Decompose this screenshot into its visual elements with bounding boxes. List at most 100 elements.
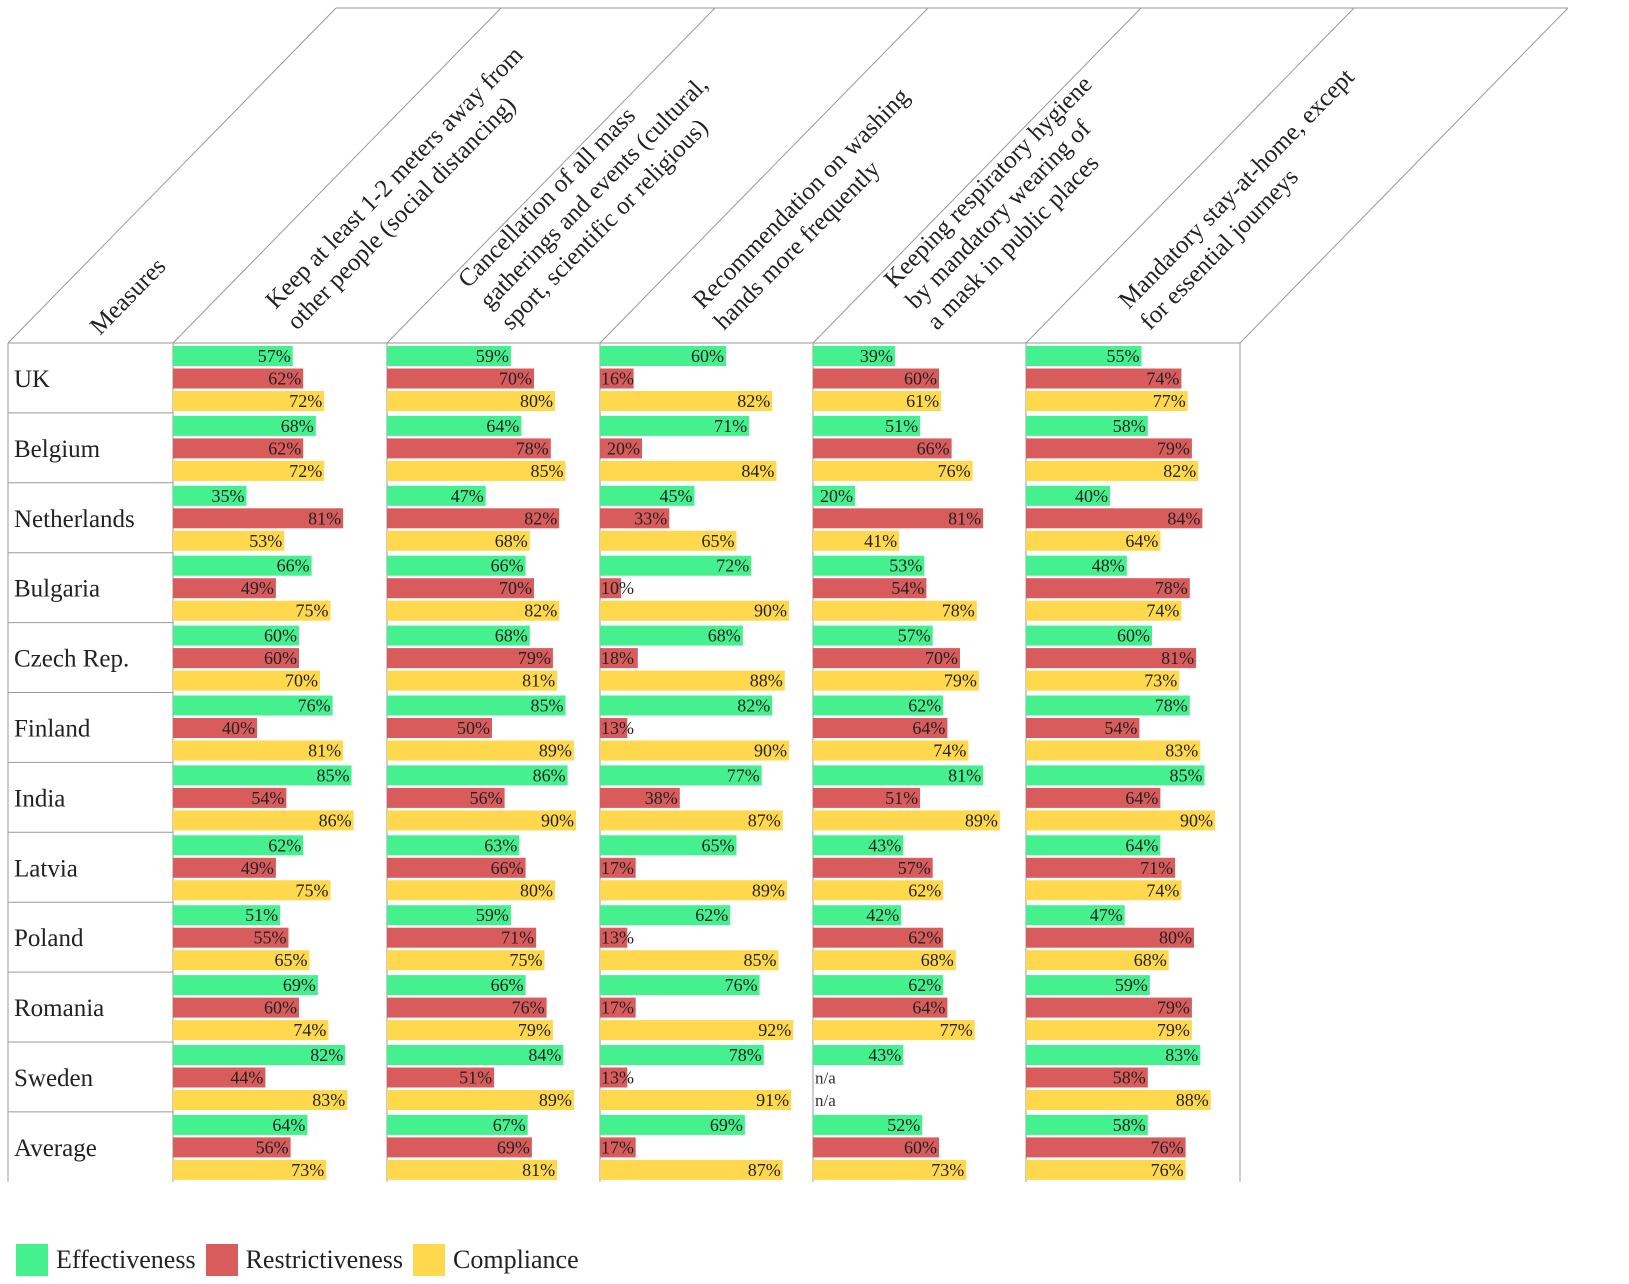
bar-effectiveness-czech-rep-measure-4 <box>813 625 933 646</box>
bar-restrictiveness-poland-measure-5 <box>1026 927 1194 948</box>
bar-effectiveness-india-measure-5-value-label: 85% <box>1170 765 1203 785</box>
bar-restrictiveness-sweden-measure-1-value-label: 44% <box>230 1068 263 1088</box>
bar-restrictiveness-finland-measure-3-value-label: 13% <box>601 718 634 738</box>
bar-compliance-poland-measure-5 <box>1026 950 1169 971</box>
bar-effectiveness-netherlands-measure-4 <box>813 485 855 506</box>
bar-effectiveness-romania-measure-5-value-label: 59% <box>1115 975 1148 995</box>
header-divider-5 <box>1025 7 1355 344</box>
bar-compliance-poland-measure-4-value-label: 68% <box>921 950 954 970</box>
country-label-bulgaria: Bulgaria <box>14 576 100 603</box>
bar-restrictiveness-czech-rep-measure-4 <box>813 648 960 669</box>
bar-compliance-finland-measure-3 <box>600 740 789 761</box>
header-divider-0 <box>7 7 337 344</box>
bar-compliance-uk-measure-5 <box>1026 391 1188 411</box>
bar-restrictiveness-india-measure-5-value-label: 64% <box>1125 788 1158 808</box>
country-label-uk: UK <box>14 366 50 393</box>
country-label-netherlands: Netherlands <box>14 506 135 533</box>
bar-compliance-bulgaria-measure-2 <box>387 600 560 621</box>
bar-restrictiveness-sweden-measure-2 <box>387 1067 495 1088</box>
bar-restrictiveness-india-measure-2 <box>387 787 505 808</box>
bar-restrictiveness-netherlands-measure-1-value-label: 81% <box>308 508 341 528</box>
bar-compliance-india-measure-2-value-label: 90% <box>541 810 574 830</box>
bar-restrictiveness-czech-rep-measure-3-value-label: 18% <box>601 648 634 668</box>
bar-compliance-bulgaria-measure-1 <box>173 600 331 621</box>
bar-compliance-india-measure-4 <box>813 810 1000 831</box>
bar-restrictiveness-average-measure-3 <box>600 1137 636 1158</box>
bar-effectiveness-finland-measure-3 <box>600 695 773 716</box>
bar-compliance-finland-measure-5 <box>1026 740 1201 761</box>
bar-effectiveness-bulgaria-measure-1-value-label: 66% <box>277 556 310 576</box>
bar-effectiveness-india-measure-5 <box>1026 765 1205 786</box>
bar-effectiveness-uk-measure-4 <box>813 346 895 366</box>
bar-compliance-india-measure-5-value-label: 90% <box>1180 810 1213 830</box>
bar-compliance-poland-measure-4 <box>813 950 956 971</box>
bar-restrictiveness-average-measure-1 <box>173 1137 291 1158</box>
bar-restrictiveness-czech-rep-measure-5 <box>1026 648 1197 669</box>
bar-effectiveness-uk-measure-3-value-label: 60% <box>691 346 724 366</box>
bar-compliance-bulgaria-measure-1-value-label: 75% <box>296 601 329 621</box>
bar-effectiveness-sweden-measure-5-value-label: 83% <box>1165 1045 1198 1065</box>
bar-compliance-bulgaria-measure-5-value-label: 74% <box>1146 601 1179 621</box>
bar-compliance-belgium-measure-2-value-label: 85% <box>531 461 564 481</box>
bar-effectiveness-latvia-measure-4-value-label: 43% <box>868 835 901 855</box>
bar-compliance-czech-rep-measure-5-value-label: 73% <box>1144 671 1177 691</box>
bar-compliance-belgium-measure-2 <box>387 460 566 481</box>
bar-compliance-finland-measure-5-value-label: 83% <box>1165 741 1198 761</box>
bar-restrictiveness-latvia-measure-1 <box>173 857 276 878</box>
bar-restrictiveness-finland-measure-5 <box>1026 718 1140 738</box>
bar-restrictiveness-latvia-measure-1-value-label: 49% <box>241 858 274 878</box>
bar-compliance-sweden-measure-5 <box>1026 1090 1211 1110</box>
bar-restrictiveness-romania-measure-1 <box>173 997 299 1018</box>
legend-label-restrictiveness: Restrictiveness <box>245 1245 403 1274</box>
bar-compliance-uk-measure-4-value-label: 61% <box>906 391 939 411</box>
measure-label-4-line-2: by mandatory wearing of <box>901 115 1097 314</box>
bar-effectiveness-latvia-measure-1-value-label: 62% <box>268 835 301 855</box>
country-label-average: Average <box>14 1135 97 1162</box>
bar-restrictiveness-india-measure-3 <box>600 787 680 808</box>
bar-effectiveness-belgium-measure-2 <box>387 415 522 436</box>
bar-compliance-romania-measure-3-value-label: 92% <box>758 1020 791 1040</box>
bar-compliance-belgium-measure-1-value-label: 72% <box>289 461 322 481</box>
measure-label-4-line-3: a mask in public places <box>922 150 1104 336</box>
bar-restrictiveness-poland-measure-1-value-label: 55% <box>254 928 287 948</box>
bar-restrictiveness-latvia-measure-3-value-label: 17% <box>601 858 634 878</box>
bar-effectiveness-uk-measure-1 <box>173 346 293 366</box>
bar-compliance-bulgaria-measure-2-value-label: 82% <box>524 601 557 621</box>
bar-effectiveness-belgium-measure-4 <box>813 415 921 436</box>
bar-restrictiveness-poland-measure-5-value-label: 80% <box>1159 928 1192 948</box>
bar-compliance-poland-measure-1 <box>173 950 310 971</box>
bar-restrictiveness-belgium-measure-4 <box>813 438 952 459</box>
bar-effectiveness-bulgaria-measure-4 <box>813 555 925 576</box>
bar-compliance-czech-rep-measure-2 <box>387 670 558 691</box>
bar-restrictiveness-latvia-measure-5-value-label: 71% <box>1140 858 1173 878</box>
bar-compliance-romania-measure-2 <box>387 1020 553 1041</box>
bar-effectiveness-finland-measure-4 <box>813 695 944 716</box>
bar-effectiveness-sweden-measure-5 <box>1026 1045 1201 1065</box>
bar-restrictiveness-india-measure-3-value-label: 38% <box>645 788 678 808</box>
bar-compliance-finland-measure-2-value-label: 89% <box>539 741 572 761</box>
bar-effectiveness-india-measure-2 <box>387 765 568 786</box>
bar-compliance-uk-measure-2 <box>387 391 555 411</box>
bar-compliance-latvia-measure-3-value-label: 89% <box>752 880 785 900</box>
bar-compliance-average-measure-2-value-label: 81% <box>522 1160 555 1180</box>
chart-svg: Measures Keep at least 1-2 meters away fr… <box>7 7 1569 1182</box>
legend-swatch-effectiveness <box>16 1244 48 1276</box>
bar-restrictiveness-india-measure-1-value-label: 54% <box>251 788 284 808</box>
country-label-latvia: Latvia <box>14 855 78 882</box>
bar-effectiveness-bulgaria-measure-5-value-label: 48% <box>1092 556 1125 576</box>
bar-compliance-sweden-measure-2-value-label: 89% <box>539 1090 572 1110</box>
bar-compliance-sweden-measure-1-value-label: 83% <box>312 1090 345 1110</box>
bar-compliance-bulgaria-measure-5 <box>1026 600 1182 621</box>
bar-restrictiveness-uk-measure-5-value-label: 74% <box>1146 369 1179 389</box>
bar-effectiveness-uk-measure-5 <box>1026 346 1142 366</box>
bar-compliance-poland-measure-5-value-label: 68% <box>1134 950 1167 970</box>
bar-effectiveness-belgium-measure-4-value-label: 51% <box>885 416 918 436</box>
bar-restrictiveness-sweden-measure-3 <box>600 1067 628 1088</box>
bar-effectiveness-netherlands-measure-4-value-label: 20% <box>820 486 853 506</box>
bar-restrictiveness-netherlands-measure-1 <box>173 508 344 529</box>
bar-compliance-average-measure-3 <box>600 1159 783 1180</box>
bar-restrictiveness-belgium-measure-3-value-label: 20% <box>607 438 640 458</box>
bar-restrictiveness-belgium-measure-1-value-label: 62% <box>268 438 301 458</box>
bar-effectiveness-average-measure-3-value-label: 69% <box>710 1115 743 1135</box>
bar-effectiveness-netherlands-measure-2 <box>387 485 486 506</box>
